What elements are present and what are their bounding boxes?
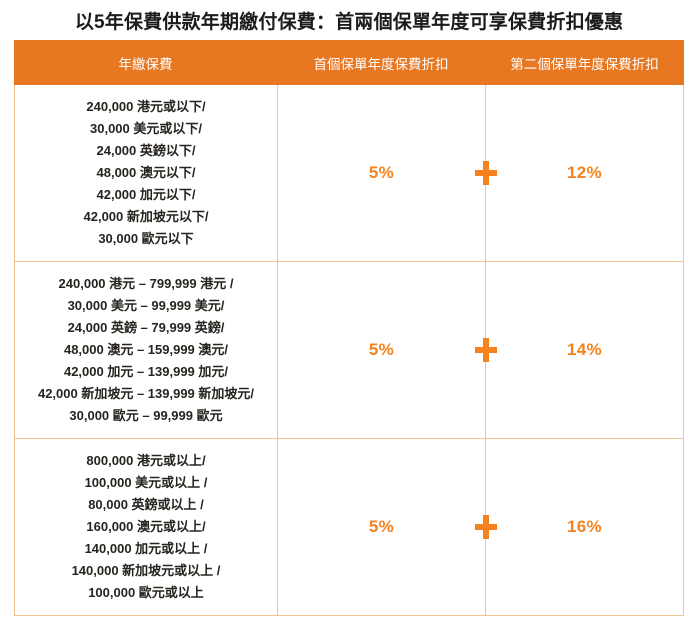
premium-discount-table: 年繳保費 首個保單年度保費折扣 第二個保單年度保費折扣 240,000 港元或以… — [14, 40, 684, 616]
first-year-discount-cell: 5% — [278, 439, 486, 615]
header-first-policy-year-discount: 首個保單年度保費折扣 — [313, 56, 449, 72]
second-year-discount-cell: 16% — [486, 439, 683, 615]
premium-line: 160,000 澳元或以上/ — [86, 519, 206, 534]
table-row: 240,000 港元或以下/30,000 美元或以下/24,000 英鎊以下/4… — [15, 85, 683, 261]
header-second-policy-year-discount: 第二個保單年度保費折扣 — [510, 56, 659, 72]
table-row: 800,000 港元或以上/100,000 美元或以上 / 80,000 英鎊或以… — [15, 438, 683, 615]
table-body: 240,000 港元或以下/30,000 美元或以下/24,000 英鎊以下/4… — [14, 85, 684, 616]
annual-premium-cell: 240,000 港元 – 799,999 港元 / 30,000 美元 – 99,… — [15, 262, 278, 438]
premium-line: 42,000 加元 – 139,999 加元/ — [63, 364, 229, 379]
first-year-discount-cell: 5% — [278, 262, 486, 438]
plus-icon — [475, 161, 497, 185]
second-year-discount-value: 12% — [567, 163, 602, 182]
premium-line: 48,000 澳元以下/ — [96, 165, 196, 180]
premium-line: 42,000 新加坡元以下/ — [83, 209, 209, 224]
first-year-discount-value: 5% — [368, 163, 395, 182]
page-title: 以5年保費供款年期繳付保費：首兩個保單年度可享保費折扣優惠 — [74, 12, 624, 33]
premium-line: 100,000 美元或以上 / — [84, 475, 208, 490]
first-year-discount-cell: 5% — [278, 85, 486, 261]
premium-line: 240,000 港元 – 799,999 港元 / — [58, 276, 234, 291]
premium-line: 140,000 加元或以上 / — [84, 541, 208, 556]
premium-line: 100,000 歐元或以上 — [88, 585, 204, 600]
second-year-discount-cell: 12% — [486, 85, 683, 261]
premium-line: 30,000 歐元 – 99,999 歐元 — [69, 408, 223, 423]
premium-line: 140,000 新加坡元或以上 / — [71, 563, 221, 578]
annual-premium-cell: 800,000 港元或以上/100,000 美元或以上 / 80,000 英鎊或以… — [15, 439, 278, 615]
annual-premium-cell: 240,000 港元或以下/30,000 美元或以下/24,000 英鎊以下/4… — [15, 85, 278, 261]
premium-line: 24,000 英鎊以下/ — [96, 143, 196, 158]
premium-line: 80,000 英鎊或以上 / — [88, 497, 204, 512]
premium-line: 42,000 新加坡元 – 139,999 新加坡元/ — [37, 386, 255, 401]
premium-line: 24,000 英鎊 – 79,999 英鎊/ — [67, 320, 225, 335]
premium-line: 800,000 港元或以上/ — [86, 453, 206, 468]
header-annual-premium: 年繳保費 — [118, 56, 173, 72]
premium-line: 240,000 港元或以下/ — [86, 99, 206, 114]
table-header-row: 年繳保費 首個保單年度保費折扣 第二個保單年度保費折扣 — [14, 40, 684, 85]
premium-line: 30,000 歐元以下 — [98, 231, 194, 246]
premium-line: 48,000 澳元 – 159,999 澳元/ — [63, 342, 229, 357]
premium-line: 42,000 加元以下/ — [96, 187, 196, 202]
plus-icon — [475, 338, 497, 362]
premium-line: 30,000 美元或以下/ — [90, 121, 202, 136]
second-year-discount-value: 16% — [567, 517, 602, 536]
first-year-discount-value: 5% — [368, 340, 395, 359]
second-year-discount-cell: 14% — [486, 262, 683, 438]
premium-line: 30,000 美元 – 99,999 美元/ — [67, 298, 225, 313]
first-year-discount-value: 5% — [368, 517, 395, 536]
table-row: 240,000 港元 – 799,999 港元 / 30,000 美元 – 99,… — [15, 261, 683, 438]
plus-icon — [475, 515, 497, 539]
second-year-discount-value: 14% — [567, 340, 602, 359]
